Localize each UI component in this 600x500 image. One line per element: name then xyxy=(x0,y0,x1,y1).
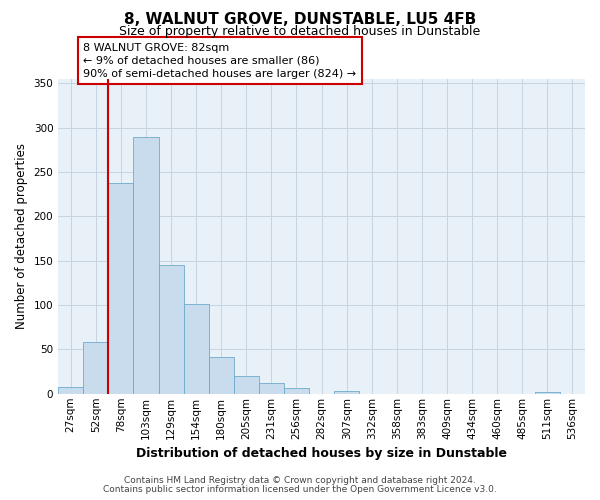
Bar xyxy=(58,386,83,394)
Bar xyxy=(83,342,109,394)
Text: Contains HM Land Registry data © Crown copyright and database right 2024.: Contains HM Land Registry data © Crown c… xyxy=(124,476,476,485)
Y-axis label: Number of detached properties: Number of detached properties xyxy=(15,144,28,330)
Bar xyxy=(234,376,259,394)
Bar xyxy=(133,136,158,394)
Bar xyxy=(109,182,133,394)
Bar xyxy=(535,392,560,394)
Text: Contains public sector information licensed under the Open Government Licence v3: Contains public sector information licen… xyxy=(103,485,497,494)
Text: Size of property relative to detached houses in Dunstable: Size of property relative to detached ho… xyxy=(119,25,481,38)
X-axis label: Distribution of detached houses by size in Dunstable: Distribution of detached houses by size … xyxy=(136,447,507,460)
Bar xyxy=(259,383,284,394)
Text: 8 WALNUT GROVE: 82sqm
← 9% of detached houses are smaller (86)
90% of semi-detac: 8 WALNUT GROVE: 82sqm ← 9% of detached h… xyxy=(83,42,356,79)
Bar xyxy=(209,356,234,394)
Bar xyxy=(158,265,184,394)
Bar xyxy=(284,388,309,394)
Text: 8, WALNUT GROVE, DUNSTABLE, LU5 4FB: 8, WALNUT GROVE, DUNSTABLE, LU5 4FB xyxy=(124,12,476,28)
Bar xyxy=(334,391,359,394)
Bar xyxy=(184,304,209,394)
